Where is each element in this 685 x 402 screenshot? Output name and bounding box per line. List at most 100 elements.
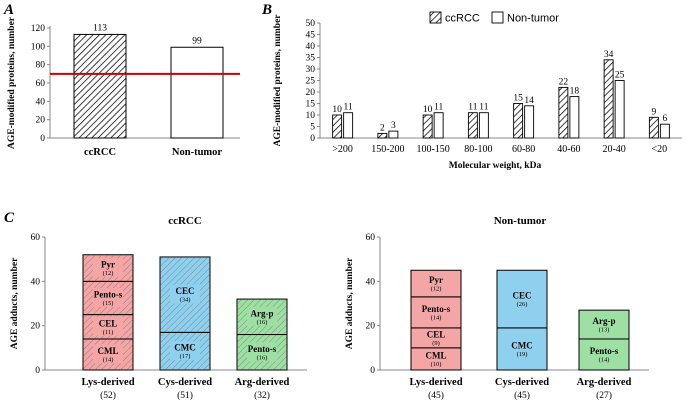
segment-name-label: Pyr: [101, 260, 115, 270]
stack-segment: [410, 296, 462, 329]
bar-ccrcc: [332, 114, 343, 139]
segment-name-label: CML: [426, 350, 447, 360]
category-total-label: (45): [514, 390, 530, 401]
y-tick-label: 40: [36, 97, 46, 107]
bar-non-tumor: [659, 123, 670, 139]
bar: [73, 33, 127, 139]
segment-value-label: (9): [432, 340, 440, 347]
y-tick-label: 20: [306, 88, 316, 98]
x-category-label: 40-60: [557, 144, 580, 155]
y-tick-label: 15: [306, 100, 316, 110]
segment-value-label: (15): [103, 300, 114, 307]
x-category-label: 100-150: [416, 144, 449, 155]
segment-name-label: Arg-p: [593, 316, 616, 326]
y-tick-label: 120: [31, 24, 46, 34]
y-tick-label: 40: [306, 42, 316, 52]
bar-value-label: 14: [524, 96, 534, 106]
y-tick-label: 5: [310, 123, 315, 133]
bar-value-label: 34: [604, 50, 614, 60]
x-category-label: Non-tumor: [172, 147, 223, 158]
x-category-label: Arg-derived: [235, 377, 290, 388]
stack-segment: [578, 338, 630, 371]
segment-value-label: (16): [257, 354, 268, 361]
segment-value-label: (17): [180, 353, 191, 360]
panel-c-label: C: [4, 210, 15, 226]
y-tick-label: 25: [306, 77, 316, 87]
y-tick-label: 35: [306, 54, 316, 64]
category-total-label: (27): [596, 390, 612, 401]
legend-label-ccrcc: ccRCC: [445, 13, 480, 25]
segment-name-label: Pento-s: [94, 289, 123, 299]
y-tick-label: 40: [366, 277, 376, 287]
segment-name-label: CML: [98, 346, 119, 356]
legend-swatch-ccrcc: [429, 11, 442, 24]
category-total-label: (45): [428, 390, 444, 401]
y-tick-label: 45: [306, 31, 316, 41]
segment-value-label: (12): [103, 270, 114, 277]
segment-label-bg: [247, 342, 277, 362]
y-tick-label: 30: [306, 65, 316, 75]
stack-segment: [496, 269, 548, 329]
x-category-label: 80-100: [464, 144, 492, 155]
y-tick-label: 50: [306, 19, 316, 29]
segment-name-label: CEC: [512, 291, 531, 301]
bar-value-label: 15: [513, 94, 523, 104]
y-tick-label: 60: [36, 79, 46, 89]
bar-ccrcc: [558, 86, 569, 139]
y-axis-label: AGE-modified proteins, number: [273, 14, 283, 147]
y-tick-label: 0: [370, 366, 375, 376]
bar-value-label: 11: [468, 103, 477, 113]
segment-name-label: Pyr: [429, 275, 443, 285]
bar-value-label: 11: [479, 103, 488, 113]
bar-value-label: 113: [93, 23, 107, 33]
segment-value-label: (14): [103, 356, 114, 363]
segment-name-label: CMC: [174, 343, 196, 353]
stack-segment: [410, 269, 462, 298]
x-category-label: ccRCC: [84, 147, 116, 158]
bar-value-label: 11: [434, 103, 443, 113]
x-category-label: >200: [332, 144, 353, 155]
bar-value-label: 6: [663, 114, 668, 124]
segment-value-label: (12): [431, 286, 442, 293]
y-tick-label: 20: [36, 116, 46, 126]
bar-non-tumor: [524, 105, 535, 139]
y-tick-label: 10: [306, 111, 316, 121]
segment-name-label: Pento-s: [590, 346, 619, 356]
segment-value-label: (14): [431, 314, 442, 321]
segment-name-label: Pento-s: [248, 344, 277, 354]
segment-value-label: (34): [180, 297, 191, 304]
bar-value-label: 10: [423, 105, 433, 115]
legend-swatch-non-tumor: [491, 11, 504, 24]
segment-label-bg: [93, 344, 123, 364]
bar-value-label: 99: [192, 36, 202, 46]
segment-value-label: (10): [431, 361, 442, 368]
y-tick-label: 80: [36, 61, 46, 71]
y-tick-label: 0: [35, 366, 40, 376]
x-category-label: 60-80: [512, 144, 535, 155]
x-category-label: 20-40: [602, 144, 625, 155]
segment-name-label: CEL: [99, 318, 118, 328]
segment-label-bg: [170, 341, 200, 361]
bar-non-tumor: [478, 112, 489, 139]
segment-label-bg: [247, 306, 277, 326]
x-category-label: Cys-derived: [495, 377, 549, 388]
bar-ccrcc: [377, 132, 388, 139]
segment-value-label: (13): [599, 327, 610, 334]
segment-label-bg: [93, 316, 123, 336]
panel-a-chart: 0 20 40 60 80 100 120 AGE-modified proteins, nu…: [7, 16, 240, 158]
y-tick-label: 20: [31, 322, 41, 332]
segment-value-label: (14): [599, 356, 610, 363]
bar-ccrcc: [513, 103, 524, 139]
bar-ccrcc: [603, 59, 614, 139]
panel-c-ccrcc-chart: 0 20 40 60 AGE adducts, number ccRCC CML(14) CE…: [10, 215, 307, 401]
chart-title: Non-tumor: [494, 215, 547, 227]
x-category-label: Lys-derived: [81, 377, 134, 388]
bar-value-label: 10: [332, 105, 342, 115]
bar-non-tumor: [343, 112, 354, 139]
segment-name-label: CEC: [175, 286, 194, 296]
segment-value-label: (16): [257, 319, 268, 326]
bar: [170, 46, 224, 139]
legend-label-non-tumor: Non-tumor: [507, 13, 559, 25]
bar-value-label: 25: [615, 71, 625, 81]
segment-name-label: Arg-p: [251, 308, 274, 318]
